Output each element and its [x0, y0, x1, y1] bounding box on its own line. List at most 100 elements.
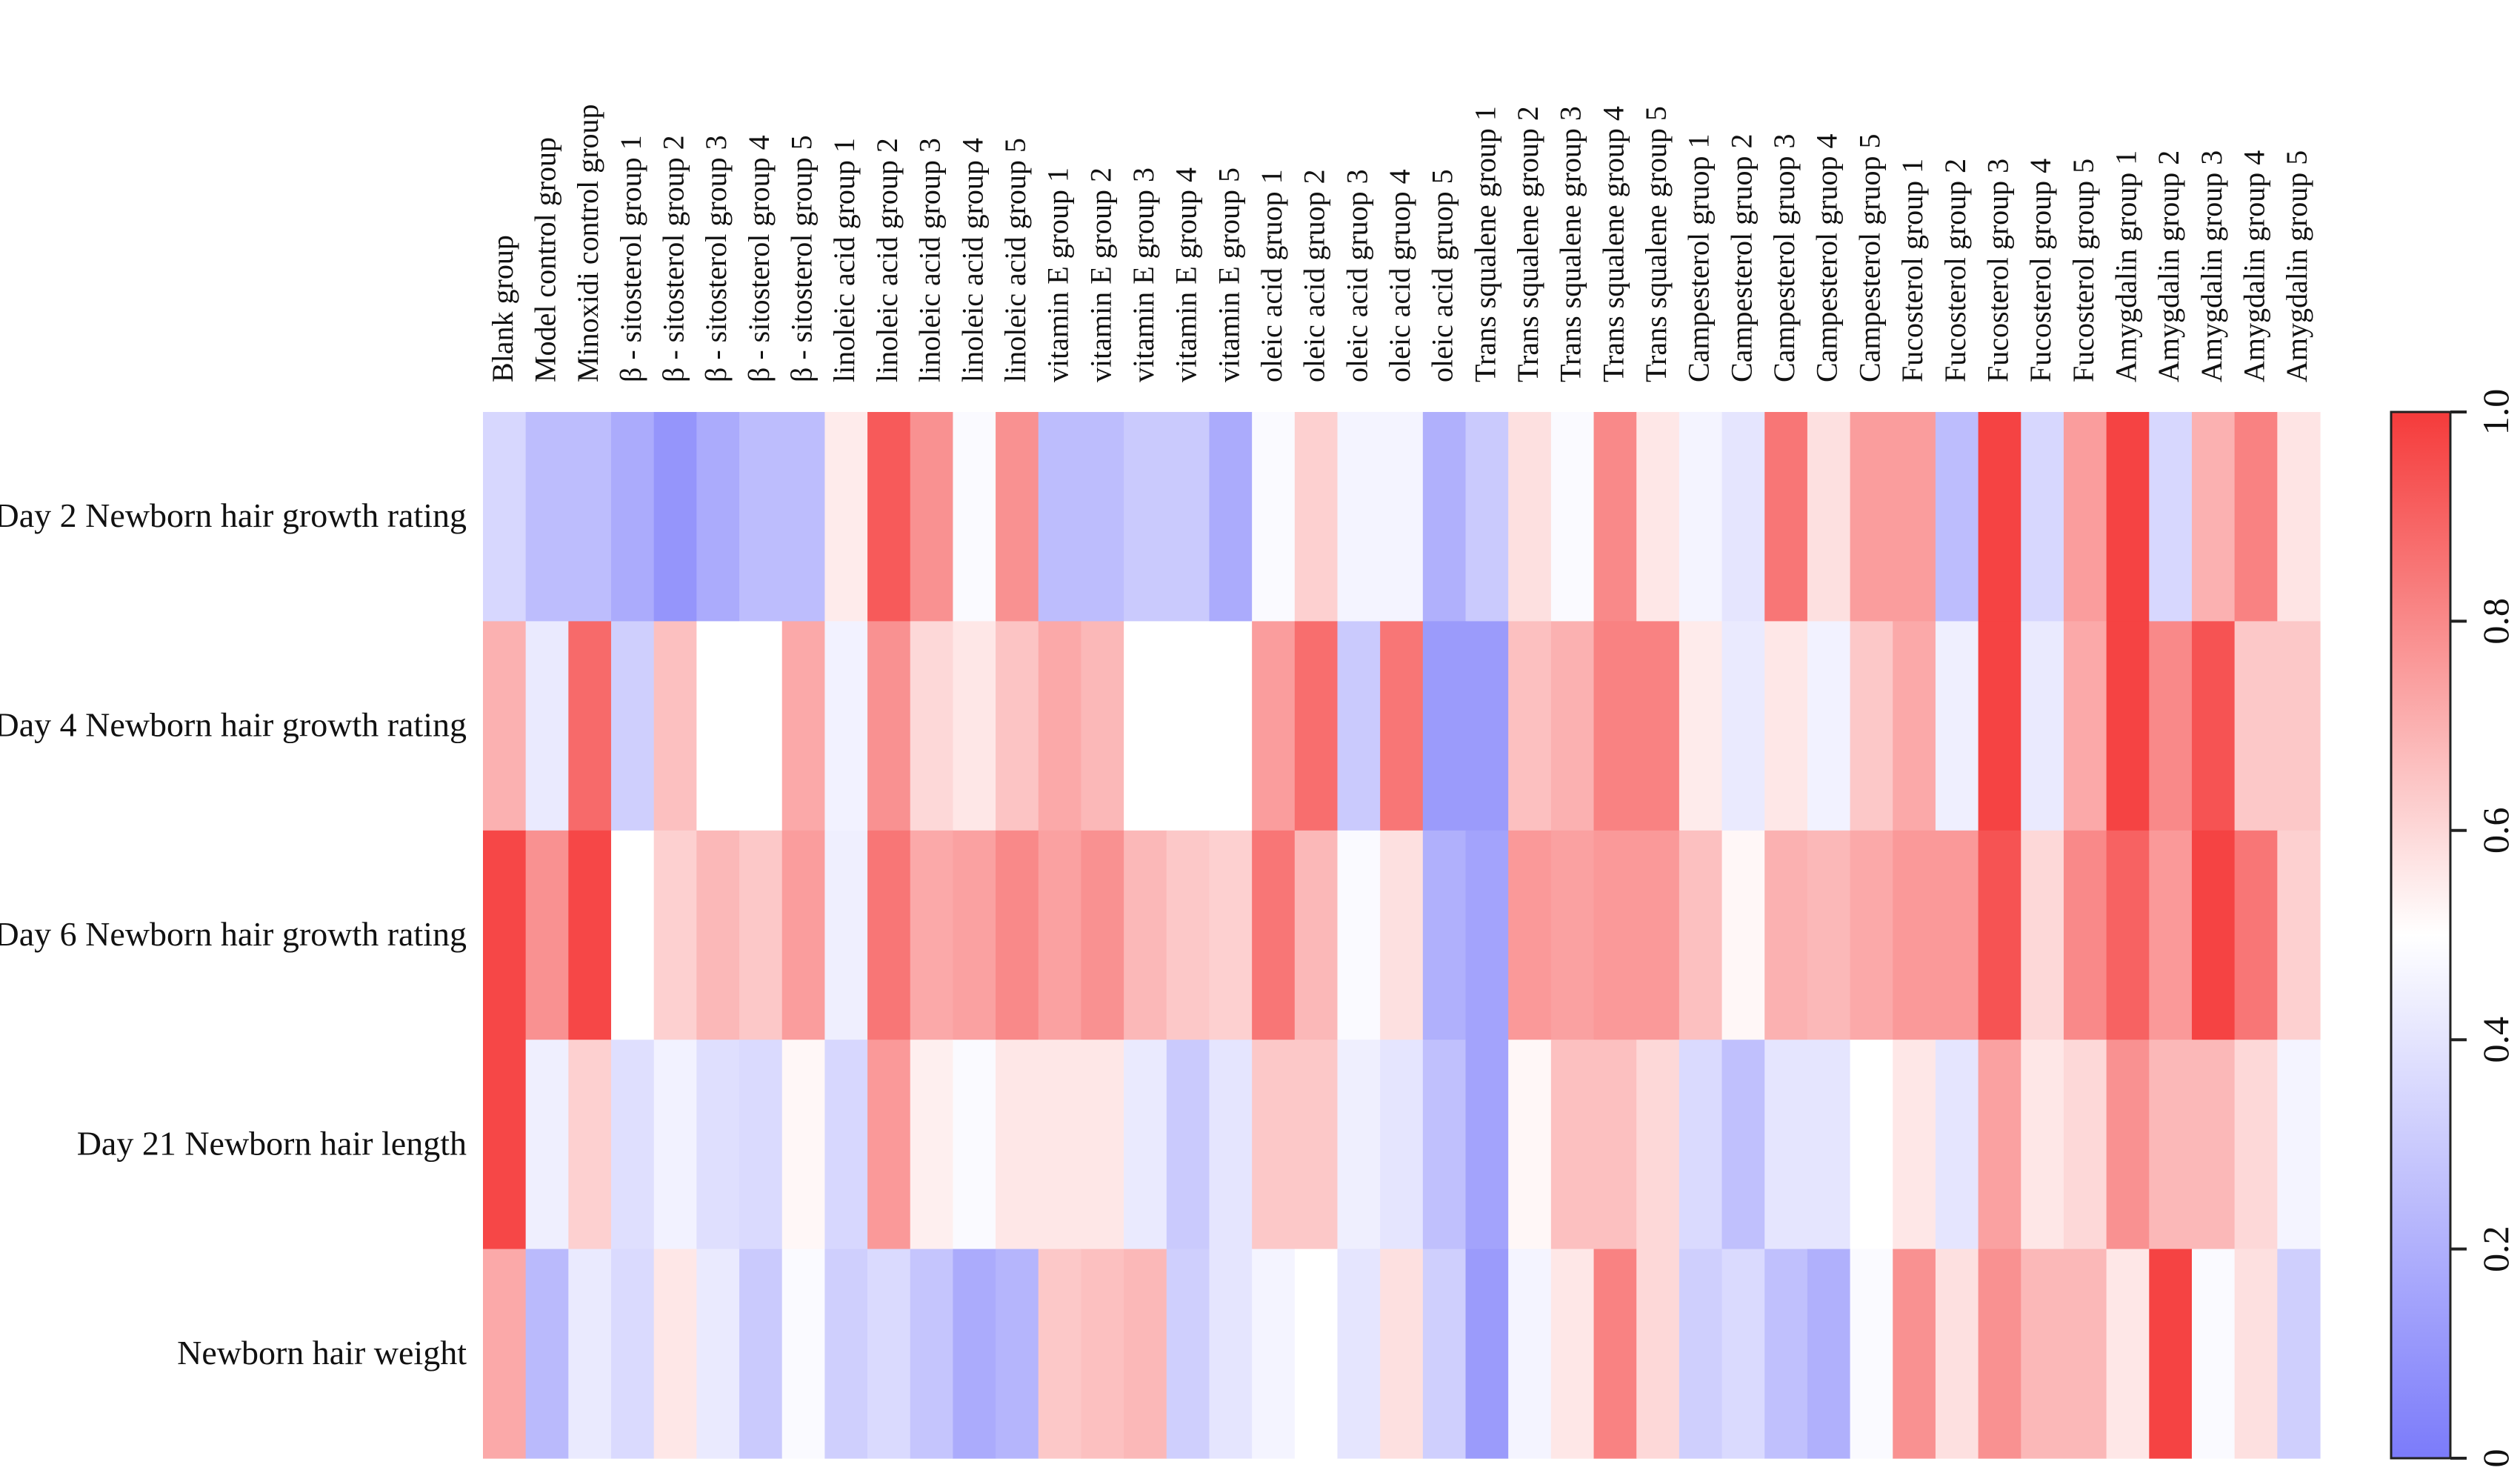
heatmap-cell	[2106, 412, 2150, 622]
heatmap-cell	[1679, 1040, 1723, 1250]
heatmap-cell	[1252, 412, 1296, 622]
heatmap-cell	[653, 1249, 697, 1459]
heatmap-cell	[653, 412, 697, 622]
heatmap-cell	[2106, 621, 2150, 831]
heatmap-cell	[2106, 1040, 2150, 1250]
colorbar-tick-label: 0.4	[2475, 1017, 2516, 1063]
heatmap-cell	[1850, 1249, 1893, 1459]
row-labels: Day 2 Newborn hair growth rating Day 4 Ne…	[0, 496, 467, 1372]
heatmap-cell	[696, 830, 740, 1040]
heatmap-cell	[1935, 830, 1979, 1040]
heatmap-cell	[2021, 1249, 2064, 1459]
heatmap-cell	[1935, 1040, 1979, 1250]
heatmap-cell	[2234, 1249, 2278, 1459]
heatmap-cell	[2021, 1040, 2064, 1250]
heatmap-cell	[1166, 412, 1210, 622]
heatmap-cells	[483, 412, 2321, 1459]
heatmap-cell	[1807, 1249, 1851, 1459]
column-label: oleic acid gruop 4	[1383, 169, 1416, 382]
heatmap-cell	[611, 1249, 655, 1459]
column-label: oleic acid gruop 1	[1255, 169, 1288, 382]
heatmap-cell	[824, 1040, 868, 1250]
heatmap-cell	[1294, 1040, 1339, 1250]
heatmap-cell	[1166, 1249, 1210, 1459]
heatmap-cell	[1550, 1040, 1595, 1250]
heatmap-cell	[1679, 1249, 1723, 1459]
heatmap-cell	[568, 621, 612, 831]
heatmap-cell	[1380, 830, 1424, 1040]
heatmap-cell	[1038, 830, 1082, 1040]
heatmap-cell	[1550, 412, 1595, 622]
heatmap-cell	[2234, 412, 2278, 622]
heatmap-cell	[1124, 830, 1167, 1040]
heatmap-cell	[2063, 830, 2107, 1040]
heatmap-cell	[1593, 1249, 1637, 1459]
column-label: linoleic acid group 2	[870, 138, 904, 382]
heatmap-cell	[910, 621, 954, 831]
column-label: Campesterol gruop 1	[1682, 134, 1716, 383]
heatmap-cell	[2191, 830, 2236, 1040]
heatmap-cell	[781, 1249, 825, 1459]
heatmap-cell	[1252, 830, 1296, 1040]
colorbar: 0 0.2 0.4 0.6 0.8 1.0	[2390, 389, 2516, 1468]
heatmap-cell	[525, 1249, 569, 1459]
heatmap-cell	[1550, 1249, 1595, 1459]
heatmap-cell	[1422, 621, 1467, 831]
heatmap-cell	[1465, 1040, 1509, 1250]
heatmap-cell	[781, 830, 825, 1040]
heatmap-cell	[1935, 1249, 1979, 1459]
column-label: vitamin E group 2	[1084, 167, 1117, 382]
heatmap-cell	[696, 1249, 740, 1459]
heatmap-cell	[867, 1249, 911, 1459]
column-label: Trans squalene group 4	[1596, 106, 1630, 382]
column-label: Fucosterol group 1	[1896, 159, 1929, 382]
heatmap-cell	[1124, 621, 1167, 831]
heatmap-cell	[1252, 1040, 1296, 1250]
heatmap-cell	[1850, 412, 1893, 622]
heatmap-cell	[1807, 621, 1851, 831]
heatmap-cell	[1764, 1249, 1808, 1459]
column-label: vitamin E group 5	[1212, 167, 1245, 382]
heatmap-cell	[1636, 830, 1680, 1040]
heatmap-cell	[1721, 621, 1765, 831]
column-label: Campesterol gruop 5	[1853, 134, 1886, 383]
heatmap-cell	[867, 412, 911, 622]
column-label: Trans squalene group 3	[1554, 106, 1587, 382]
heatmap-cell	[824, 1249, 868, 1459]
heatmap-cell	[696, 621, 740, 831]
heatmap-cell	[611, 621, 655, 831]
heatmap-cell	[2021, 830, 2064, 1040]
heatmap-cell	[867, 830, 911, 1040]
heatmap-cell	[1850, 621, 1893, 831]
heatmap-cell	[1038, 1249, 1082, 1459]
heatmap-cell	[1294, 830, 1339, 1040]
heatmap-cell	[1081, 412, 1124, 622]
column-label: β - sitosterol group 1	[614, 135, 647, 382]
heatmap-cell	[568, 412, 612, 622]
heatmap-cell	[1422, 830, 1467, 1040]
colorbar-tick-label: 0	[2475, 1449, 2516, 1468]
heatmap-cell	[1978, 1249, 2021, 1459]
heatmap-cell	[1124, 1040, 1167, 1250]
heatmap-cell	[2191, 412, 2236, 622]
column-label: β - sitosterol group 3	[699, 135, 733, 382]
heatmap-cell	[1679, 830, 1723, 1040]
column-label: Amygdalin group 3	[2195, 150, 2228, 382]
heatmap-cell	[1038, 621, 1082, 831]
heatmap-cell	[2277, 830, 2321, 1040]
heatmap-cell	[1721, 830, 1765, 1040]
heatmap-cell	[739, 1040, 783, 1250]
heatmap-cell	[1337, 830, 1381, 1040]
heatmap-cell	[1209, 830, 1253, 1040]
heatmap-cell	[2277, 621, 2321, 831]
heatmap-cell	[653, 1040, 697, 1250]
column-label: Campesterol gruop 3	[1767, 134, 1801, 383]
heatmap-cell	[1209, 1249, 1253, 1459]
heatmap-cell	[568, 830, 612, 1040]
heatmap-cell	[1465, 412, 1509, 622]
column-label: Minoxidi control group	[571, 104, 604, 382]
heatmap-cell	[2149, 830, 2193, 1040]
heatmap-cell	[2149, 412, 2193, 622]
heatmap-cell	[824, 412, 868, 622]
heatmap-cell	[1166, 621, 1210, 831]
